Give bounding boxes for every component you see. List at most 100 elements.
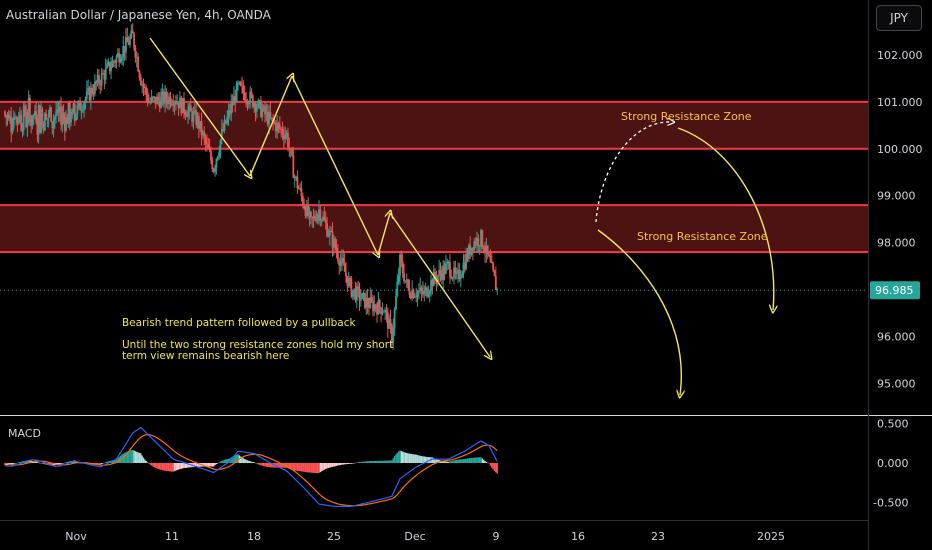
candle-body bbox=[283, 134, 285, 139]
macd-histogram-bar bbox=[334, 463, 336, 467]
macd-histogram-bar bbox=[300, 463, 303, 472]
candle-body bbox=[310, 211, 312, 218]
candle-body bbox=[7, 114, 10, 119]
macd-histogram-bar bbox=[408, 453, 411, 463]
macd-histogram-bar bbox=[491, 463, 493, 468]
candle-body bbox=[87, 87, 90, 91]
candle-body bbox=[368, 306, 370, 308]
candle-body bbox=[359, 298, 362, 301]
candle-body bbox=[98, 75, 100, 84]
annotation-arrows bbox=[149, 37, 774, 395]
candle-body bbox=[476, 237, 478, 246]
macd-histogram-bar bbox=[146, 462, 149, 463]
candle-body bbox=[125, 37, 127, 53]
candle-body bbox=[328, 230, 331, 236]
candle-body bbox=[26, 118, 29, 127]
candle-body bbox=[210, 151, 212, 161]
candle-body bbox=[142, 83, 145, 87]
macd-histogram-bar bbox=[206, 463, 208, 467]
macd-histogram-bar bbox=[222, 460, 224, 463]
candle-body bbox=[247, 103, 250, 105]
macd-histogram-bar bbox=[210, 463, 212, 467]
macd-histogram-bar bbox=[214, 463, 216, 466]
last-price-label: 96.985 bbox=[875, 284, 914, 297]
macd-histogram-bar bbox=[335, 463, 338, 466]
candle-body bbox=[146, 94, 149, 103]
candles bbox=[4, 23, 499, 350]
candle-body bbox=[71, 111, 74, 115]
macd-histogram-bar bbox=[338, 463, 340, 466]
candle-body bbox=[419, 287, 422, 292]
macd-histogram-bar bbox=[311, 463, 313, 473]
macd-histogram-bar bbox=[16, 462, 19, 464]
candle-body bbox=[41, 109, 44, 124]
macd-histogram-bar bbox=[225, 459, 227, 463]
macd-histogram-bar bbox=[302, 463, 304, 472]
macd-histogram-bar bbox=[472, 457, 474, 463]
candle-body bbox=[382, 311, 385, 313]
candle-body bbox=[220, 129, 223, 141]
pattern-annotation: Bearish trend pattern followed by a pull… bbox=[122, 317, 356, 329]
candle-body bbox=[57, 109, 60, 113]
candle-body bbox=[467, 245, 470, 260]
candle-body bbox=[453, 267, 455, 278]
macd-histogram-bar bbox=[96, 463, 99, 465]
macd-histogram-bar bbox=[59, 463, 61, 465]
macd-histogram-bar bbox=[419, 455, 421, 463]
macd-histogram-bar bbox=[492, 463, 494, 470]
candle-body bbox=[431, 279, 434, 287]
macd-histogram-bar bbox=[495, 463, 497, 473]
macd-histogram-bar bbox=[354, 462, 357, 464]
candle-body bbox=[269, 112, 272, 118]
candle-body bbox=[166, 99, 169, 104]
candle-body bbox=[6, 114, 9, 118]
candle-body bbox=[45, 113, 48, 120]
macd-histogram-bar bbox=[397, 451, 400, 463]
candle-body bbox=[73, 103, 76, 121]
macd-histogram-bar bbox=[105, 462, 107, 463]
candle-body bbox=[212, 169, 215, 172]
currency-button[interactable]: JPY bbox=[876, 5, 922, 31]
time-tick-label: 25 bbox=[327, 530, 341, 543]
candle-body bbox=[284, 135, 287, 139]
macd-histogram-bar bbox=[315, 463, 317, 474]
candle-body bbox=[189, 105, 192, 112]
candle-body bbox=[180, 97, 183, 113]
candle-body bbox=[173, 102, 176, 106]
candle-body bbox=[154, 96, 157, 105]
macd-histogram-bar bbox=[457, 459, 459, 463]
macd-histogram-bar bbox=[365, 461, 367, 463]
macd-histogram-bar bbox=[141, 455, 143, 463]
macd-histogram-bar bbox=[157, 463, 160, 469]
time-tick-label: 23 bbox=[651, 530, 665, 543]
macd-histogram-bar bbox=[461, 459, 463, 463]
macd-histogram-bar bbox=[231, 456, 234, 463]
candle-body bbox=[51, 121, 54, 129]
candle-body bbox=[434, 271, 436, 279]
price-tick-label: 98.000 bbox=[877, 237, 916, 250]
candle-body bbox=[311, 217, 314, 219]
annotation-texts: Strong Resistance Zone Strong Resistance … bbox=[122, 110, 768, 362]
macd-signal-line bbox=[4, 433, 498, 507]
macd-histogram-bar bbox=[177, 463, 180, 470]
macd-histogram-bar bbox=[395, 454, 397, 463]
candle-body bbox=[318, 209, 320, 215]
macd-histogram-bar bbox=[171, 463, 173, 472]
last-price-badge bbox=[870, 281, 920, 300]
candle-body bbox=[226, 116, 229, 124]
candle-body bbox=[10, 116, 13, 133]
macd-histogram-bar bbox=[188, 463, 191, 468]
macd-histogram-bar bbox=[195, 463, 197, 467]
candle-body bbox=[474, 241, 477, 246]
macd-histogram-bar bbox=[184, 463, 187, 468]
candle-body bbox=[338, 260, 341, 266]
candle-body bbox=[83, 103, 85, 111]
macd-histogram-bar bbox=[451, 460, 454, 463]
candle-body bbox=[21, 130, 24, 132]
candle-body bbox=[222, 129, 225, 131]
candle-body bbox=[103, 73, 106, 80]
candle-body bbox=[188, 105, 191, 111]
candle-body bbox=[277, 123, 280, 125]
macd-histogram-bar bbox=[381, 460, 384, 463]
